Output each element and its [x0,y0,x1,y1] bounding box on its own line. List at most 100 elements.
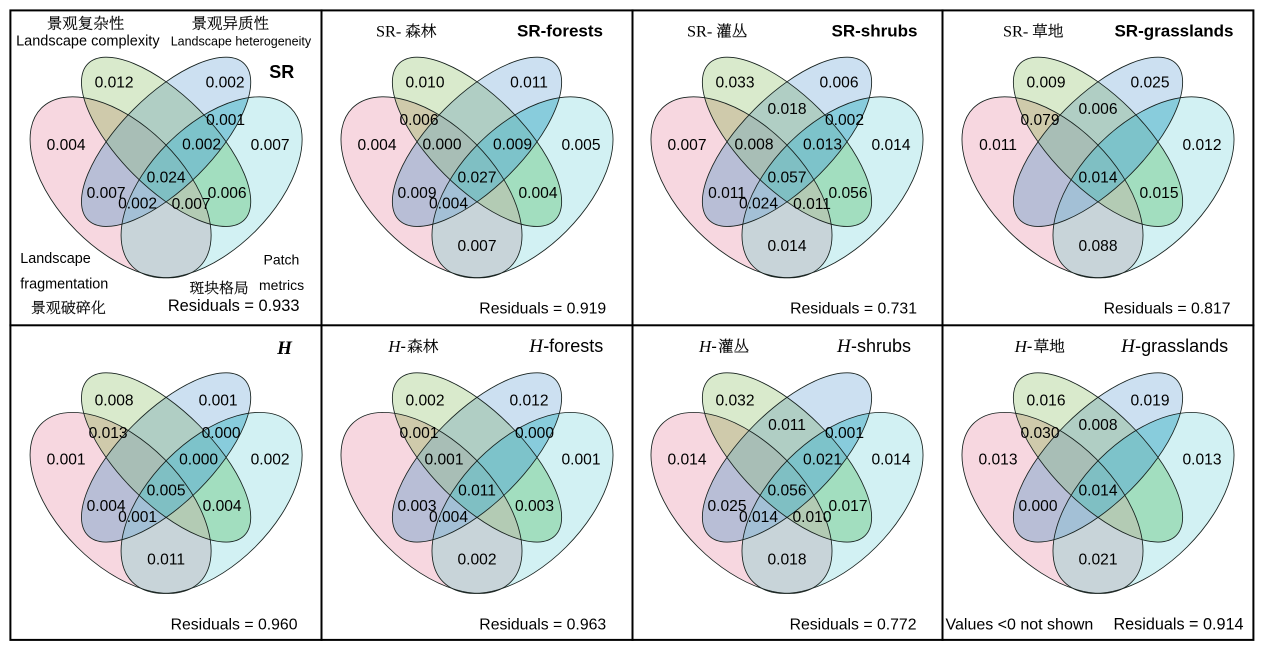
svg-text:0.011: 0.011 [979,137,1017,154]
svg-text:0.003: 0.003 [515,498,554,515]
svg-text:0.024: 0.024 [147,169,186,186]
svg-text:SR-: SR- [376,22,401,41]
svg-text:0.005: 0.005 [561,137,600,154]
svg-text:0.006: 0.006 [399,112,438,129]
svg-text:0.011: 0.011 [147,551,185,568]
svg-text:H: H [698,337,713,356]
svg-text:0.017: 0.017 [828,498,867,515]
svg-text:0.008: 0.008 [1078,417,1117,434]
svg-text:0.011: 0.011 [708,185,746,202]
svg-text:Residuals = 0.963: Residuals = 0.963 [479,617,606,634]
svg-text:0.002: 0.002 [251,451,290,468]
svg-text:-forests: -forests [543,336,603,356]
svg-text:0.088: 0.088 [1078,238,1117,255]
svg-text:-: - [711,337,717,356]
svg-text:0.006: 0.006 [1078,101,1117,118]
svg-text:0.030: 0.030 [1020,425,1059,442]
svg-text:Residuals = 0.731: Residuals = 0.731 [790,301,917,318]
svg-text:SR-: SR- [687,22,712,41]
svg-text:H: H [387,337,402,356]
svg-text:0.016: 0.016 [1026,392,1065,409]
svg-text:0.025: 0.025 [1130,74,1169,91]
svg-text:0.010: 0.010 [792,509,831,526]
svg-text:H: H [1014,337,1029,356]
svg-text:0.005: 0.005 [147,483,186,500]
svg-text:Landscape: Landscape [20,251,90,267]
svg-text:0.004: 0.004 [203,498,242,515]
svg-text:H: H [276,338,293,359]
svg-text:H: H [528,336,544,357]
svg-text:Residuals = 0.919: Residuals = 0.919 [479,301,606,318]
svg-text:0.001: 0.001 [206,112,245,129]
svg-text:-: - [400,337,406,356]
svg-text:0.033: 0.033 [715,74,754,91]
svg-text:0.004: 0.004 [47,137,86,154]
svg-text:0.079: 0.079 [1020,112,1059,129]
svg-text:0.021: 0.021 [803,451,842,468]
svg-text:0.011: 0.011 [510,74,548,91]
svg-text:0.000: 0.000 [422,136,461,153]
svg-text:0.000: 0.000 [202,425,241,442]
svg-text:0.000: 0.000 [1018,498,1057,515]
svg-text:0.013: 0.013 [89,425,128,442]
svg-text:0.001: 0.001 [424,451,463,468]
svg-text:0.012: 0.012 [95,74,134,91]
svg-text:0.004: 0.004 [87,498,126,515]
svg-text:0.001: 0.001 [399,425,438,442]
svg-text:0.000: 0.000 [515,425,554,442]
svg-text:0.014: 0.014 [1078,483,1117,500]
svg-text:0.000: 0.000 [179,451,218,468]
svg-text:0.001: 0.001 [199,392,238,409]
svg-text:0.001: 0.001 [561,451,600,468]
svg-text:0.013: 0.013 [1182,451,1221,468]
svg-text:0.002: 0.002 [457,551,496,568]
svg-text:0.009: 0.009 [1026,74,1065,91]
svg-text:0.027: 0.027 [457,169,496,186]
svg-text:0.024: 0.024 [739,196,778,213]
svg-text:0.001: 0.001 [825,425,864,442]
svg-text:H: H [836,336,852,357]
svg-text:-shrubs: -shrubs [851,336,911,356]
svg-text:Residuals = 0.960: Residuals = 0.960 [171,617,298,634]
svg-text:SR-forests: SR-forests [517,21,603,40]
svg-text:0.008: 0.008 [734,136,773,153]
svg-text:0.025: 0.025 [707,498,746,515]
svg-text:0.007: 0.007 [667,137,706,154]
svg-text:0.010: 0.010 [405,74,444,91]
svg-text:0.007: 0.007 [172,196,211,213]
svg-text:0.008: 0.008 [95,392,134,409]
svg-text:SR: SR [269,62,294,82]
svg-text:0.011: 0.011 [768,417,806,434]
svg-text:0.012: 0.012 [1182,137,1221,154]
svg-text:-: - [1027,337,1033,356]
svg-text:Residuals = 0.772: Residuals = 0.772 [790,617,917,634]
svg-text:Landscape heterogeneity: Landscape heterogeneity [171,34,312,48]
svg-text:0.018: 0.018 [767,551,806,568]
svg-text:fragmentation: fragmentation [20,277,108,293]
svg-text:0.014: 0.014 [871,451,910,468]
svg-text:SR-: SR- [1003,22,1028,41]
svg-text:0.002: 0.002 [182,136,221,153]
svg-text:0.007: 0.007 [87,185,126,202]
svg-text:0.018: 0.018 [767,101,806,118]
svg-text:0.002: 0.002 [206,74,245,91]
svg-text:0.004: 0.004 [429,509,468,526]
svg-text:metrics: metrics [259,277,304,293]
svg-text:0.007: 0.007 [251,137,290,154]
svg-text:0.004: 0.004 [429,196,468,213]
svg-text:0.002: 0.002 [825,112,864,129]
svg-text:0.014: 0.014 [1078,169,1117,186]
svg-text:0.057: 0.057 [767,169,806,186]
svg-text:0.006: 0.006 [819,74,858,91]
svg-text:0.011: 0.011 [458,483,496,500]
svg-text:Patch: Patch [264,252,300,268]
svg-text:0.001: 0.001 [118,509,157,526]
svg-text:Residuals = 0.914: Residuals = 0.914 [1113,616,1243,634]
svg-text:SR-shrubs: SR-shrubs [832,21,918,40]
svg-text:0.004: 0.004 [357,137,396,154]
svg-text:0.015: 0.015 [1139,185,1178,202]
svg-text:0.009: 0.009 [397,185,436,202]
svg-text:0.013: 0.013 [803,136,842,153]
svg-text:0.014: 0.014 [739,509,778,526]
svg-text:0.056: 0.056 [767,483,806,500]
